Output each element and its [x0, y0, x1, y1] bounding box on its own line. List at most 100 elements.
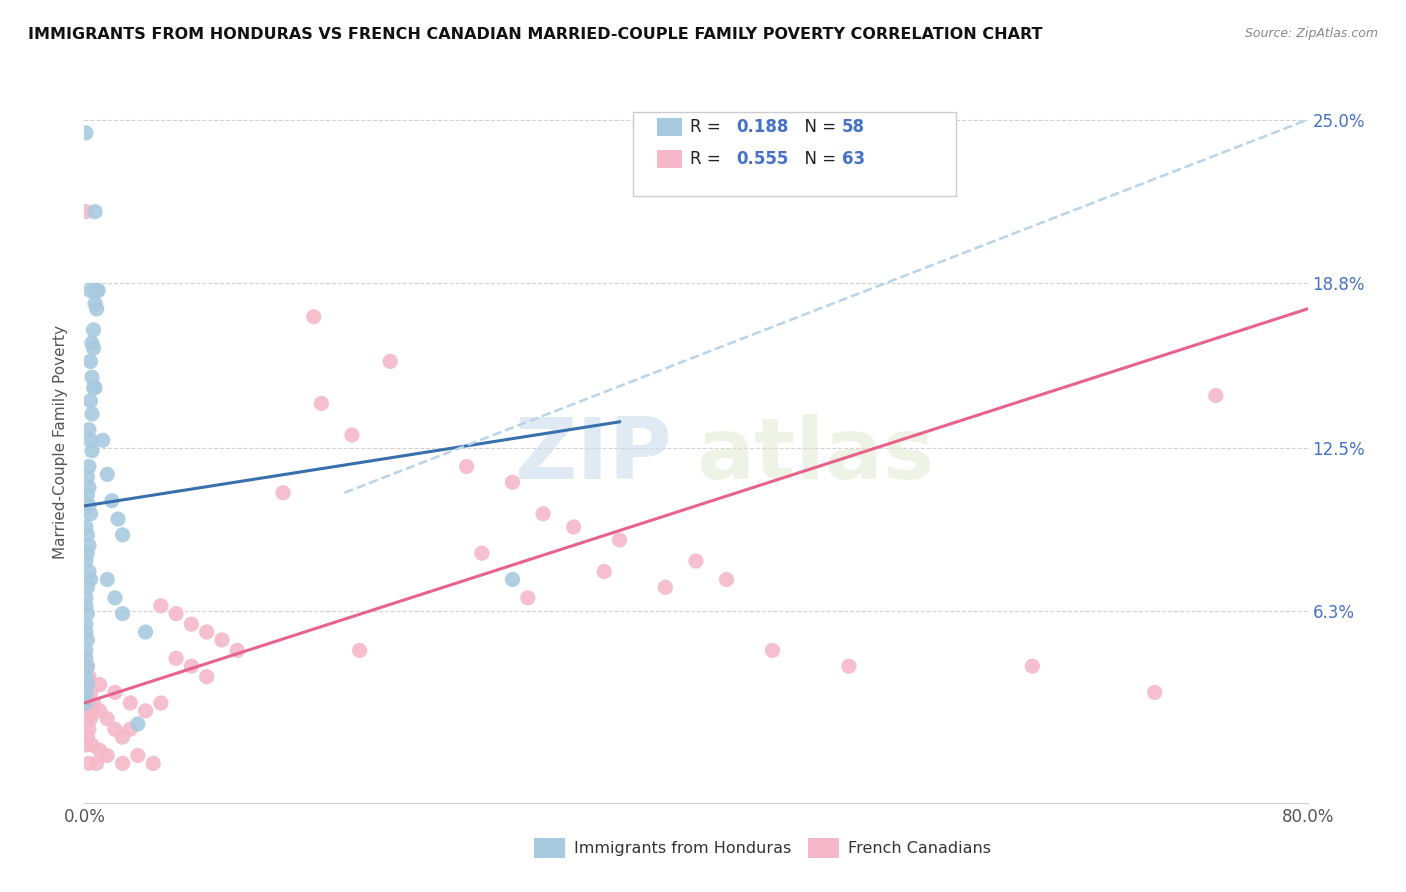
Point — [502, 475, 524, 490]
Point — [75, 617, 97, 632]
Point — [180, 659, 202, 673]
Point — [80, 370, 103, 384]
Point — [86, 301, 108, 316]
Point — [79, 573, 101, 587]
Point — [531, 507, 554, 521]
Point — [75, 712, 97, 726]
Text: ZIP: ZIP — [513, 415, 672, 498]
Point — [111, 528, 134, 542]
Point — [104, 685, 127, 699]
Point — [149, 599, 172, 613]
Point — [79, 393, 101, 408]
Point — [165, 607, 187, 621]
Point — [104, 723, 127, 737]
Text: N =: N = — [794, 118, 842, 136]
Point — [83, 323, 105, 337]
Point — [75, 670, 97, 684]
Point — [80, 407, 103, 421]
Point — [96, 573, 118, 587]
Point — [87, 284, 110, 298]
Point — [76, 528, 98, 542]
Point — [75, 643, 97, 657]
Point — [107, 512, 129, 526]
Point — [609, 533, 631, 547]
Point — [1205, 388, 1227, 402]
Point — [76, 470, 98, 484]
Point — [77, 459, 100, 474]
Point — [516, 591, 538, 605]
Point — [142, 756, 165, 771]
Point — [84, 204, 107, 219]
Point — [75, 651, 97, 665]
Text: Immigrants from Honduras: Immigrants from Honduras — [574, 841, 792, 855]
Point — [195, 670, 218, 684]
Point — [180, 617, 202, 632]
Point — [83, 341, 105, 355]
Point — [77, 565, 100, 579]
Point — [380, 354, 402, 368]
Point — [77, 756, 100, 771]
Point — [84, 296, 107, 310]
Point — [340, 428, 363, 442]
Point — [135, 704, 157, 718]
Point — [76, 580, 98, 594]
Point — [80, 336, 103, 351]
Point — [75, 696, 97, 710]
Point — [79, 712, 101, 726]
Point — [75, 204, 97, 219]
Point — [96, 712, 118, 726]
Point — [716, 573, 738, 587]
Point — [120, 696, 142, 710]
Point — [838, 659, 860, 673]
Point — [91, 434, 114, 448]
Text: French Canadians: French Canadians — [848, 841, 991, 855]
Point — [96, 467, 118, 482]
Text: Source: ZipAtlas.com: Source: ZipAtlas.com — [1244, 27, 1378, 40]
Point — [311, 396, 333, 410]
Point — [1143, 685, 1166, 699]
Point — [79, 284, 101, 298]
Point — [76, 659, 98, 673]
Point — [120, 723, 142, 737]
Point — [302, 310, 325, 324]
Point — [593, 565, 616, 579]
Point — [111, 756, 134, 771]
Text: 0.188: 0.188 — [737, 118, 789, 136]
Point — [96, 748, 118, 763]
Point — [502, 573, 524, 587]
Text: N =: N = — [794, 150, 842, 168]
Point — [76, 488, 98, 502]
Text: atlas: atlas — [696, 415, 934, 498]
Point — [127, 748, 149, 763]
Text: 0.555: 0.555 — [737, 150, 789, 168]
Point — [685, 554, 707, 568]
Point — [135, 625, 157, 640]
Point — [761, 643, 783, 657]
Point — [86, 284, 108, 298]
Point — [89, 743, 111, 757]
Point — [149, 696, 172, 710]
Point — [79, 354, 101, 368]
Point — [195, 625, 218, 640]
Point — [456, 459, 478, 474]
Point — [76, 546, 98, 560]
Point — [165, 651, 187, 665]
Point — [75, 520, 97, 534]
Point — [77, 696, 100, 710]
Text: IMMIGRANTS FROM HONDURAS VS FRENCH CANADIAN MARRIED-COUPLE FAMILY POVERTY CORREL: IMMIGRANTS FROM HONDURAS VS FRENCH CANAD… — [28, 27, 1043, 42]
Text: 58: 58 — [842, 118, 865, 136]
Point — [79, 685, 101, 699]
Point — [75, 599, 97, 613]
Point — [75, 126, 97, 140]
Point — [80, 704, 103, 718]
Point — [77, 723, 100, 737]
Point — [75, 685, 97, 699]
Point — [75, 554, 97, 568]
Point — [84, 381, 107, 395]
Point — [86, 756, 108, 771]
Point — [77, 423, 100, 437]
Point — [111, 730, 134, 744]
Point — [349, 643, 371, 657]
Point — [76, 632, 98, 647]
Point — [226, 643, 249, 657]
